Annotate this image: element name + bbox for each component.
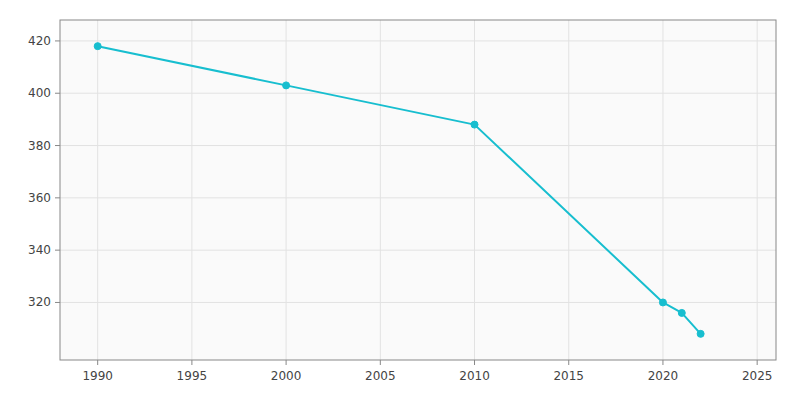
grid-line-y	[60, 302, 776, 303]
tick-mark-x	[380, 360, 381, 365]
tick-mark-y	[55, 302, 60, 303]
grid-line-y	[60, 197, 776, 198]
marker	[471, 121, 478, 128]
tick-label-x: 2005	[365, 369, 396, 383]
tick-mark-x	[286, 360, 287, 365]
tick-mark-x	[97, 360, 98, 365]
grid-line-y	[60, 93, 776, 94]
grid-line-x	[286, 20, 287, 360]
chart-container: 1990 1995 2000 2005 2010 2015 2020 2025 320 340 36…	[0, 0, 800, 400]
tick-mark-x	[191, 360, 192, 365]
chart: 1990 1995 2000 2005 2010 2015 2020 2025 320 340 36…	[0, 0, 800, 400]
tick-mark-y	[55, 250, 60, 251]
plot-frame	[60, 20, 776, 360]
tick-mark-y	[55, 40, 60, 41]
marker	[283, 82, 290, 89]
marker	[678, 309, 685, 316]
tick-label-x: 2010	[459, 369, 490, 383]
tick-mark-x	[474, 360, 475, 365]
line	[98, 46, 701, 334]
tick-label-y: 400	[28, 86, 51, 100]
tick-label-x: 2025	[742, 369, 773, 383]
grid-line-x	[662, 20, 663, 360]
tick-label-x: 2020	[648, 369, 679, 383]
grid-line-y	[60, 250, 776, 251]
tick-mark-x	[662, 360, 663, 365]
tick-label-y: 380	[28, 139, 51, 153]
tick-label-y: 320	[28, 295, 51, 309]
tick-mark-y	[55, 197, 60, 198]
tick-label-y: 360	[28, 191, 51, 205]
tick-mark-x	[757, 360, 758, 365]
tick-label-x: 2000	[271, 369, 302, 383]
tick-mark-x	[568, 360, 569, 365]
grid-line-x	[191, 20, 192, 360]
axes: 1990 1995 2000 2005 2010 2015 2020 2025 320 340 36…	[28, 34, 772, 383]
grid-line-y	[60, 40, 776, 41]
grid-line-x	[757, 20, 758, 360]
marker	[697, 330, 704, 337]
marker	[94, 43, 101, 50]
series	[94, 43, 704, 338]
tick-label-x: 1990	[82, 369, 113, 383]
tick-label-y: 340	[28, 243, 51, 257]
grid-line-y	[60, 145, 776, 146]
tick-mark-y	[55, 93, 60, 94]
grid-line-x	[568, 20, 569, 360]
grid	[60, 20, 776, 360]
tick-mark-y	[55, 145, 60, 146]
tick-label-x: 1995	[177, 369, 208, 383]
grid-line-x	[474, 20, 475, 360]
tick-label-y: 420	[28, 34, 51, 48]
marker	[659, 299, 666, 306]
tick-label-x: 2015	[553, 369, 584, 383]
grid-line-x	[380, 20, 381, 360]
plot-area	[60, 20, 776, 360]
grid-line-x	[97, 20, 98, 360]
